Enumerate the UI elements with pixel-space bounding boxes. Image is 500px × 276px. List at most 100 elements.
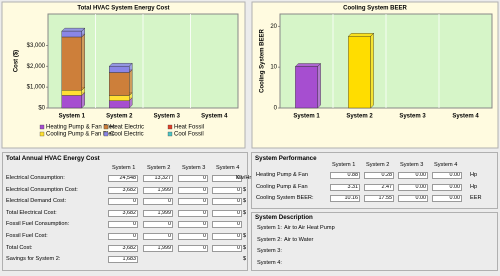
value-field[interactable]: 1,999 — [143, 209, 173, 217]
value-field[interactable]: 0 — [143, 233, 173, 240]
value-field[interactable]: 1,999 — [143, 244, 173, 252]
value-field[interactable]: 24,548 — [108, 175, 138, 182]
value-field[interactable]: 0 — [212, 209, 242, 217]
value-field[interactable]: 0 — [108, 198, 138, 206]
chart-title: Total HVAC System Energy Cost — [77, 6, 169, 12]
value-field[interactable]: 0 — [143, 221, 173, 229]
value-field[interactable]: 0 — [178, 209, 208, 217]
row-label: Electrical Demand Cost: — [6, 198, 66, 205]
legend-label: Heat Fossil — [174, 125, 204, 131]
description-panel — [251, 212, 498, 271]
value-field[interactable]: 17.55 — [364, 195, 394, 202]
bar-side — [317, 62, 321, 109]
value-field[interactable]: 0.28 — [364, 172, 394, 179]
value-field[interactable]: 0 — [178, 221, 208, 229]
row-label: Heating Pump & Fan — [256, 172, 308, 178]
row-label: Cooling Pump & Fan — [256, 183, 308, 190]
value-field[interactable]: 3,682 — [108, 209, 138, 217]
unit-label: $ — [243, 209, 247, 216]
panel-title: Total Annual HVAC Energy Cost — [6, 155, 100, 162]
y-tick-label: 10 — [270, 65, 277, 71]
bar — [61, 95, 82, 109]
value-field[interactable]: 1,683 — [108, 256, 138, 264]
value-field[interactable]: 0 — [212, 175, 242, 182]
legend-label: Cool Fossil — [174, 132, 204, 138]
charts: Total HVAC System Energy Cost $0 $1,000 $2,… — [1, 1, 499, 149]
value-field[interactable]: 0.00 — [432, 172, 462, 179]
column-header: System 2 — [147, 165, 171, 171]
value-field[interactable]: 13,327 — [143, 175, 173, 182]
chart-title: Cooling System BEER — [343, 6, 407, 12]
column-header: System 4 — [216, 165, 240, 171]
row-label: System 4: — [257, 259, 282, 266]
legend-label: Cool Electric — [110, 132, 144, 138]
row-label: Fossil Fuel Consumption: — [6, 221, 70, 228]
value-field[interactable]: 0.00 — [432, 183, 462, 191]
unit-label: $ — [243, 186, 247, 193]
legend-label: Heating Pump & Fan Elec — [46, 125, 115, 131]
value-field[interactable]: 0 — [108, 233, 138, 240]
row-label: System 2: — [257, 236, 282, 243]
bar-side — [129, 69, 133, 96]
bar — [109, 95, 130, 101]
legend-swatch — [103, 124, 109, 130]
x-tick-label: System 3 — [399, 114, 426, 120]
value-field[interactable]: 0.88 — [330, 172, 360, 179]
value-field[interactable]: 10.16 — [330, 195, 360, 202]
value-field[interactable]: 0 — [178, 175, 208, 182]
unit-label: $ — [243, 198, 247, 205]
bar — [295, 66, 318, 109]
x-tick-label: System 3 — [154, 114, 181, 120]
value-field[interactable]: 0.00 — [398, 183, 428, 191]
value-field[interactable]: 0.00 — [398, 172, 428, 179]
row-label: Electrical Consumption Cost: — [6, 186, 78, 193]
value-field[interactable]: 0.00 — [432, 195, 462, 202]
column-header: System 4 — [434, 162, 458, 168]
legend-label: Heat Electric — [110, 125, 144, 131]
column-header: System 2 — [366, 162, 390, 168]
value-field[interactable]: 0 — [178, 244, 208, 252]
legend-swatch — [39, 124, 45, 130]
y-tick-label: $3,000 — [27, 43, 46, 49]
x-tick-label: System 1 — [293, 114, 320, 120]
value-field[interactable]: 0 — [178, 186, 208, 194]
value-field[interactable]: 0 — [212, 198, 242, 206]
y-tick-label: $0 — [38, 106, 45, 112]
x-tick-label: System 4 — [452, 114, 479, 120]
value-field[interactable]: 0 — [212, 221, 242, 229]
column-header: System 1 — [332, 162, 356, 168]
y-axis-label: Cost ($) — [14, 50, 20, 72]
legend-label: Cooling Pump & Fan Elec — [46, 132, 115, 138]
y-tick-label: 20 — [270, 24, 277, 30]
panel-title: System Performance — [255, 155, 317, 162]
bar — [61, 36, 82, 91]
value-field[interactable]: 3.31 — [330, 183, 360, 191]
y-tick-label: $2,000 — [27, 64, 46, 70]
unit-label: Hp — [470, 183, 478, 190]
unit-label: EER — [470, 195, 482, 201]
value-field[interactable]: 0.00 — [398, 195, 428, 202]
legend-swatch — [167, 131, 173, 137]
value-field[interactable]: 1,999 — [143, 186, 173, 194]
bar-side — [370, 32, 374, 109]
value-field[interactable]: 0 — [143, 198, 173, 206]
value-field[interactable]: 3,682 — [108, 186, 138, 194]
unit-label: $ — [243, 233, 247, 239]
value-field[interactable]: 3,682 — [108, 244, 138, 252]
value-field[interactable]: 0 — [108, 221, 138, 229]
row-label: System 3: — [257, 248, 282, 254]
bar — [348, 36, 371, 109]
x-tick-label: System 2 — [346, 114, 373, 120]
value-field[interactable]: 2.47 — [364, 183, 394, 191]
value-field[interactable]: 0 — [212, 233, 242, 240]
value-field[interactable]: 0 — [212, 244, 242, 252]
row-label: Savings for System 2: — [6, 256, 61, 263]
value-field[interactable]: 0 — [212, 186, 242, 194]
row-label: Electrical Consumption: — [6, 175, 65, 181]
unit-label: Kw/Hr — [236, 175, 252, 181]
value-field[interactable]: 0 — [178, 198, 208, 206]
bar — [61, 90, 82, 96]
legend-swatch — [167, 124, 173, 130]
value-field[interactable]: 0 — [178, 233, 208, 240]
